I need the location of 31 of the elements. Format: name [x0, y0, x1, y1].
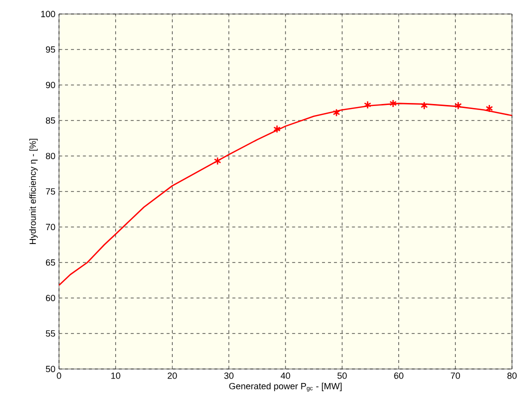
point	[332, 108, 340, 117]
y-axis-title: Hydrounit efficiency η - [%]	[29, 138, 38, 244]
line-series	[59, 102, 512, 286]
y-tick-label: 80	[46, 152, 56, 160]
y-tick-label: 60	[46, 294, 56, 302]
y-tick-label: 70	[46, 224, 56, 230]
y-tick-label: 50	[46, 366, 56, 372]
point	[486, 104, 494, 113]
point	[420, 101, 428, 110]
point	[214, 156, 222, 166]
x-tick-label: 80	[507, 372, 517, 379]
y-tick-label: 55	[46, 330, 56, 337]
point	[273, 124, 281, 134]
y-tick-label: 65	[46, 259, 56, 266]
y-tick-label: 100	[41, 10, 56, 18]
x-tick-label: 60	[394, 372, 404, 379]
x-tick-label: 70	[450, 372, 460, 379]
x-tick-label: 10	[111, 372, 120, 379]
y-tick-label: 75	[46, 188, 56, 195]
x-tick-label: 40	[280, 372, 290, 379]
x-tick-label: 50	[337, 372, 347, 379]
point	[389, 99, 397, 108]
point	[364, 100, 372, 110]
point	[454, 101, 462, 110]
y-tick-label: 95	[46, 46, 56, 53]
y-tick-label: 90	[46, 82, 56, 88]
x-tick-label: 0	[56, 372, 62, 379]
x-axis-title: Generated power P$_{gc}$ - [MW]	[229, 382, 342, 392]
x-tick-label: 20	[168, 372, 177, 379]
x-tick-label: 30	[224, 372, 234, 379]
y-tick-label: 85	[46, 117, 56, 124]
